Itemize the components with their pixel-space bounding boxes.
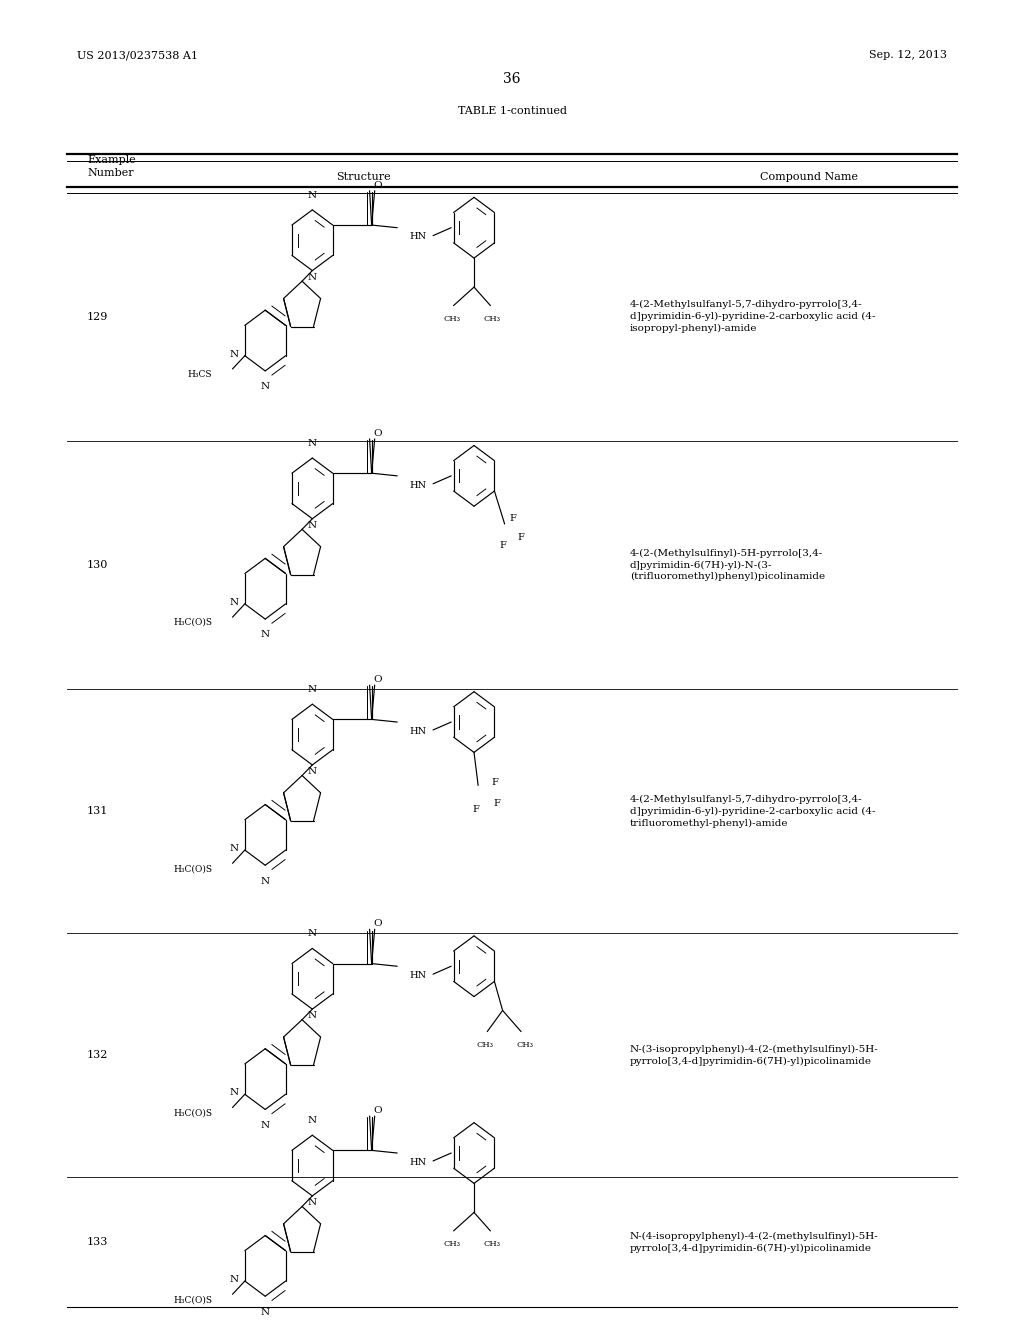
Text: CH₃: CH₃ bbox=[484, 314, 501, 323]
Text: N: N bbox=[261, 876, 269, 886]
Text: N-(4-isopropylphenyl)-4-(2-(methylsulfinyl)-5H-
pyrrolo[3,4-d]pyrimidin-6(7H)-yl: N-(4-isopropylphenyl)-4-(2-(methylsulfin… bbox=[630, 1232, 879, 1253]
Text: N: N bbox=[229, 350, 239, 359]
Text: HN: HN bbox=[410, 1158, 427, 1167]
Text: O: O bbox=[374, 920, 382, 928]
Text: N: N bbox=[308, 1199, 316, 1206]
Text: N: N bbox=[308, 191, 316, 199]
Text: N: N bbox=[308, 929, 316, 939]
Text: Example
Number: Example Number bbox=[87, 156, 136, 177]
Text: CH₃: CH₃ bbox=[477, 1040, 494, 1049]
Text: H₃C(O)S: H₃C(O)S bbox=[173, 1109, 212, 1117]
Text: N: N bbox=[229, 845, 239, 853]
Text: N: N bbox=[308, 767, 316, 776]
Text: 4-(2-Methylsulfanyl-5,7-dihydro-pyrrolo[3,4-
d]pyrimidin-6-yl)-pyridine-2-carbox: 4-(2-Methylsulfanyl-5,7-dihydro-pyrrolo[… bbox=[630, 300, 876, 334]
Text: N: N bbox=[308, 273, 316, 281]
Text: HN: HN bbox=[410, 727, 427, 735]
Text: HN: HN bbox=[410, 232, 427, 242]
Text: N: N bbox=[229, 598, 239, 607]
Text: TABLE 1-continued: TABLE 1-continued bbox=[458, 106, 566, 116]
Text: N: N bbox=[308, 685, 316, 694]
Text: N: N bbox=[229, 1089, 239, 1097]
Text: N: N bbox=[308, 1011, 316, 1020]
Text: H₃C(O)S: H₃C(O)S bbox=[173, 1295, 212, 1304]
Text: HN: HN bbox=[410, 480, 427, 490]
Text: F: F bbox=[492, 779, 498, 787]
Text: 130: 130 bbox=[87, 560, 109, 570]
Text: Compound Name: Compound Name bbox=[760, 172, 858, 182]
Text: CH₃: CH₃ bbox=[484, 1239, 501, 1249]
Text: H₃C(O)S: H₃C(O)S bbox=[173, 618, 212, 627]
Text: O: O bbox=[374, 1106, 382, 1115]
Text: H₃C(O)S: H₃C(O)S bbox=[173, 865, 212, 873]
Text: CH₃: CH₃ bbox=[517, 1040, 534, 1049]
Text: F: F bbox=[494, 800, 500, 808]
Text: O: O bbox=[374, 676, 382, 684]
Text: N: N bbox=[308, 440, 316, 447]
Text: 131: 131 bbox=[87, 807, 109, 816]
Text: N: N bbox=[261, 1308, 269, 1316]
Text: N-(3-isopropylphenyl)-4-(2-(methylsulfinyl)-5H-
pyrrolo[3,4-d]pyrimidin-6(7H)-yl: N-(3-isopropylphenyl)-4-(2-(methylsulfin… bbox=[630, 1045, 879, 1065]
Text: US 2013/0237538 A1: US 2013/0237538 A1 bbox=[77, 50, 198, 61]
Text: 4-(2-Methylsulfanyl-5,7-dihydro-pyrrolo[3,4-
d]pyrimidin-6-yl)-pyridine-2-carbox: 4-(2-Methylsulfanyl-5,7-dihydro-pyrrolo[… bbox=[630, 795, 876, 828]
Text: 133: 133 bbox=[87, 1237, 109, 1247]
Text: F: F bbox=[509, 515, 516, 523]
Text: 129: 129 bbox=[87, 312, 109, 322]
Text: N: N bbox=[229, 1275, 239, 1284]
Text: O: O bbox=[374, 181, 382, 190]
Text: 4-(2-(Methylsulfinyl)-5H-pyrrolo[3,4-
d]pyrimidin-6(7H)-yl)-N-(3-
(trifluorometh: 4-(2-(Methylsulfinyl)-5H-pyrrolo[3,4- d]… bbox=[630, 548, 825, 582]
Text: H₃CS: H₃CS bbox=[187, 370, 212, 379]
Text: 36: 36 bbox=[503, 73, 521, 86]
Text: N: N bbox=[261, 1121, 269, 1130]
Text: HN: HN bbox=[410, 972, 427, 979]
Text: Structure: Structure bbox=[336, 172, 391, 182]
Text: N: N bbox=[308, 521, 316, 529]
Text: O: O bbox=[374, 429, 382, 438]
Text: N: N bbox=[261, 631, 269, 639]
Text: Sep. 12, 2013: Sep. 12, 2013 bbox=[869, 50, 947, 61]
Text: CH₃: CH₃ bbox=[443, 1239, 460, 1249]
Text: F: F bbox=[473, 805, 479, 813]
Text: F: F bbox=[517, 533, 524, 541]
Text: N: N bbox=[261, 383, 269, 391]
Text: N: N bbox=[308, 1117, 316, 1125]
Text: CH₃: CH₃ bbox=[443, 314, 460, 323]
Text: F: F bbox=[499, 541, 506, 549]
Text: 132: 132 bbox=[87, 1051, 109, 1060]
